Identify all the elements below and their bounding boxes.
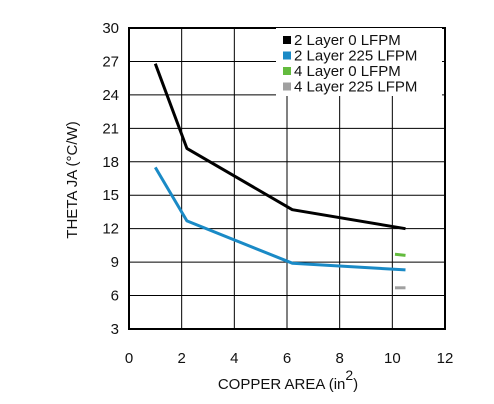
- y-tick-label: 18: [102, 154, 119, 171]
- legend-label: 2 Layer 0 LFPM: [294, 32, 401, 49]
- x-tick-label: 4: [230, 350, 238, 367]
- series-line-2: [154, 166, 406, 272]
- y-tick-label: 9: [111, 254, 119, 271]
- y-tick-label: 15: [102, 187, 119, 204]
- series-line-1: [153, 63, 406, 231]
- y-axis-title: THETA JA (°C/W): [64, 121, 81, 238]
- series-line-3: [394, 252, 406, 257]
- legend-label: 4 Layer 0 LFPM: [294, 63, 401, 80]
- y-tick-label: 24: [102, 87, 119, 104]
- y-tick-label: 21: [102, 120, 119, 137]
- x-tick-label: 10: [384, 350, 401, 367]
- y-tick-label: 27: [102, 53, 119, 70]
- legend-swatch: [283, 51, 291, 60]
- legend-swatch: [283, 82, 291, 91]
- legend-label: 2 Layer 225 LFPM: [294, 48, 417, 65]
- legend-label: 4 Layer 225 LFPM: [294, 79, 417, 96]
- y-tick-label: 6: [111, 288, 119, 305]
- x-tick-label: 8: [335, 350, 343, 367]
- series-layer: [153, 63, 406, 290]
- y-tick-label: 3: [111, 321, 119, 338]
- legend-background: [276, 28, 442, 96]
- x-tick-label: 6: [283, 350, 291, 367]
- x-tick-label: 0: [125, 350, 133, 367]
- legend-swatch: [283, 36, 291, 44]
- x-axis-title: COPPER AREA (in2): [218, 367, 358, 393]
- legend-swatch: [283, 67, 291, 75]
- y-tick-label: 30: [102, 20, 119, 37]
- x-tick-label: 2: [177, 350, 185, 367]
- x-tick-label: 12: [437, 350, 454, 367]
- y-tick-label: 12: [102, 221, 119, 238]
